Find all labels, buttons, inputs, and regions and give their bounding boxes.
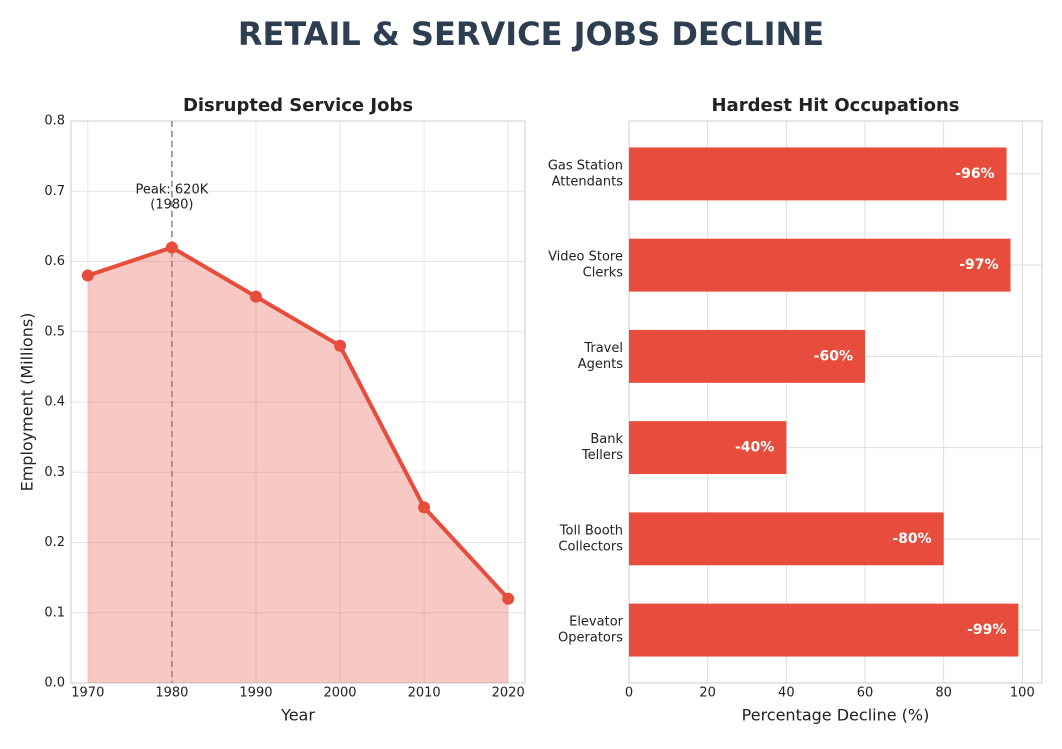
y-tick-label: Travel <box>583 341 623 356</box>
y-tick-label: 0.4 <box>44 395 65 410</box>
bar <box>629 421 787 475</box>
subplot-title: Disrupted Service Jobs <box>183 95 413 116</box>
value-label: -99% <box>967 622 1006 638</box>
y-tick-label: 0.7 <box>44 184 65 199</box>
value-label: -40% <box>735 440 774 456</box>
value-label: -97% <box>959 257 998 273</box>
bar <box>629 512 944 566</box>
y-tick-label: Elevator <box>569 615 624 630</box>
bar <box>629 147 1007 201</box>
x-tick-label: 20 <box>699 686 716 701</box>
y-tick-label: 0.8 <box>44 114 65 129</box>
subplot-title: Hardest Hit Occupations <box>711 95 959 116</box>
point <box>418 501 431 514</box>
annotation: Peak: 620K <box>136 183 209 198</box>
bar <box>629 238 1011 292</box>
y-tick-label: Bank <box>590 432 623 447</box>
y-tick-label: Agents <box>578 357 623 372</box>
point <box>249 290 262 303</box>
point <box>165 241 178 254</box>
point <box>81 269 94 282</box>
x-tick-label: 2010 <box>408 686 441 701</box>
y-tick-label: Operators <box>558 631 623 646</box>
value-label: -96% <box>955 166 994 182</box>
annotation: (1980) <box>150 198 193 213</box>
x-axis-label: Percentage Decline (%) <box>742 706 930 725</box>
figure-title: RETAIL & SERVICE JOBS DECLINE <box>238 15 824 53</box>
value-label: -60% <box>814 348 853 364</box>
y-tick-label: Toll Booth <box>559 523 623 538</box>
area <box>87 247 509 683</box>
plot-frame <box>628 120 1043 684</box>
x-tick-label: 0 <box>625 686 633 701</box>
x-tick-label: 1990 <box>239 686 272 701</box>
x-tick-label: 60 <box>857 686 874 701</box>
bar <box>629 603 1019 657</box>
y-tick-label: 0.1 <box>44 605 65 620</box>
y-tick-label: Attendants <box>552 174 624 189</box>
point <box>334 339 347 352</box>
value-label: -80% <box>892 531 931 547</box>
y-axis-label: Employment (Millions) <box>18 313 37 492</box>
x-tick-label: 40 <box>778 686 795 701</box>
y-tick-label: 0.5 <box>44 324 65 339</box>
y-tick-label: Clerks <box>583 266 624 281</box>
y-tick-label: Tellers <box>581 448 623 463</box>
y-tick-label: 0.6 <box>44 254 65 269</box>
x-tick-label: 1980 <box>155 686 188 701</box>
x-axis-label: Year <box>280 706 315 725</box>
y-tick-label: Gas Station <box>548 158 623 173</box>
x-tick-label: 100 <box>1010 686 1035 701</box>
y-tick-label: 0.0 <box>44 676 65 691</box>
bar <box>629 329 865 383</box>
y-tick-label: Collectors <box>558 539 623 554</box>
x-tick-label: 80 <box>935 686 952 701</box>
x-tick-label: 2020 <box>492 686 525 701</box>
x-tick-label: 2000 <box>323 686 356 701</box>
plot-frame <box>70 120 526 684</box>
point <box>502 592 515 605</box>
y-tick-label: Video Store <box>548 250 623 265</box>
y-tick-label: 0.3 <box>44 465 65 480</box>
line <box>87 245 510 601</box>
x-tick-label: 1970 <box>71 686 104 701</box>
y-tick-label: 0.2 <box>44 535 65 550</box>
